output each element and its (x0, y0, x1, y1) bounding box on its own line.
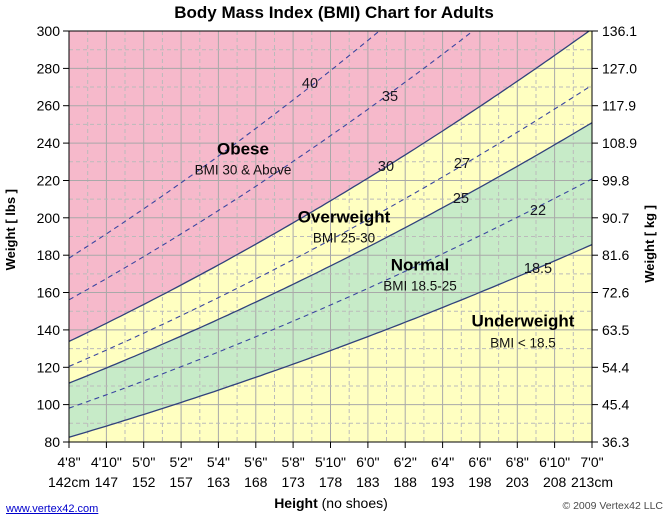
y-tick-label-lbs: 300 (37, 23, 61, 39)
region-sublabel-underweight: BMI < 18.5 (490, 336, 556, 351)
x-tick-label-cm: 198 (468, 474, 492, 490)
region-sublabel-obese: BMI 30 & Above (195, 163, 292, 178)
y-tick-label-lbs: 100 (37, 397, 61, 413)
x-tick-label-ft: 6'0" (356, 454, 379, 470)
y-tick-label-kg: 127.0 (602, 60, 637, 76)
region-label-underweight: Underweight (472, 312, 575, 331)
x-tick-label-ft: 4'8" (57, 454, 80, 470)
y-tick-label-lbs: 220 (37, 172, 61, 188)
x-tick-label-ft: 6'4" (431, 454, 454, 470)
region-label-overweight: Overweight (298, 208, 391, 227)
x-tick-label-cm: 178 (319, 474, 343, 490)
bmi-line-label-40: 40 (302, 76, 318, 92)
region-label-normal: Normal (391, 256, 450, 275)
bmi-line-dashed-35 (68, 30, 474, 301)
x-tick-label-ft: 5'4" (207, 454, 230, 470)
x-tick-label-cm: 152 (132, 474, 156, 490)
region-sublabel-normal: BMI 18.5-25 (383, 279, 457, 294)
bmi-line-label-35: 35 (382, 89, 398, 105)
region-label-obese: Obese (217, 140, 269, 159)
y-tick-label-lbs: 140 (37, 322, 61, 338)
y-tick-label-lbs: 80 (44, 434, 60, 450)
y-tick-label-kg: 117.9 (602, 98, 636, 114)
y-tick-label-lbs: 240 (37, 135, 61, 151)
y-tick-label-kg: 90.7 (602, 210, 629, 226)
x-tick-label-cm: 213cm (571, 474, 613, 490)
x-tick-label-cm: 163 (207, 474, 231, 490)
y-tick-label-kg: 136.1 (602, 23, 637, 39)
y-tick-label-kg: 72.6 (602, 285, 629, 301)
x-tick-label-cm: 203 (506, 474, 530, 490)
y-tick-label-lbs: 200 (37, 210, 61, 226)
vertex42-link[interactable]: www.vertex42.com (6, 503, 99, 515)
bmi-line-dashed-22 (68, 178, 593, 409)
x-tick-label-ft: 5'8" (282, 454, 305, 470)
x-tick-label-cm: 193 (431, 474, 455, 490)
x-tick-label-ft: 5'6" (244, 454, 267, 470)
x-tick-label-cm: 142cm (48, 474, 90, 490)
y-tick-label-kg: 81.6 (602, 247, 629, 263)
x-tick-label-ft: 4'10" (91, 454, 122, 470)
bmi-line-label-27: 27 (454, 156, 470, 172)
region-obese (69, 31, 590, 342)
x-axis-title-bold: Height (274, 495, 318, 511)
bmi-line-solid-30 (68, 30, 590, 342)
y-tick-label-lbs: 160 (37, 285, 61, 301)
bmi-line-solid-18.5 (68, 244, 593, 438)
x-tick-label-ft: 6'8" (506, 454, 529, 470)
y-tick-label-lbs: 280 (37, 60, 61, 76)
x-tick-label-ft: 7'0" (580, 454, 603, 470)
x-tick-label-cm: 168 (244, 474, 268, 490)
y-tick-label-kg: 63.5 (602, 322, 629, 338)
y-tick-label-lbs: 120 (37, 359, 61, 375)
x-tick-label-ft: 6'6" (468, 454, 491, 470)
y-tick-label-kg: 99.8 (602, 172, 629, 188)
chart-title: Body Mass Index (BMI) Chart for Adults (174, 3, 494, 22)
bmi-line-label-18.5: 18.5 (524, 261, 552, 277)
bmi-line-label-30: 30 (378, 159, 394, 175)
bmi-line-label-25: 25 (453, 191, 469, 207)
x-tick-label-cm: 208 (543, 474, 567, 490)
region-sublabel-overweight: BMI 25-30 (313, 231, 375, 246)
x-tick-label-ft: 6'10" (539, 454, 570, 470)
y-tick-label-kg: 45.4 (602, 397, 629, 413)
y-tick-label-lbs: 260 (37, 98, 61, 114)
x-tick-label-ft: 5'0" (132, 454, 155, 470)
y-tick-label-kg: 36.3 (602, 434, 629, 450)
y-tick-label-lbs: 180 (37, 247, 61, 263)
copyright-text: © 2009 Vertex42 LLC (562, 500, 663, 512)
y-tick-label-kg: 108.9 (602, 135, 637, 151)
x-tick-label-ft: 5'2" (169, 454, 192, 470)
x-axis-title-rest: (no shoes) (321, 495, 388, 511)
x-tick-label-ft: 6'2" (394, 454, 417, 470)
y-tick-label-kg: 54.4 (602, 359, 629, 375)
x-tick-label-cm: 157 (169, 474, 193, 490)
x-tick-label-cm: 147 (95, 474, 119, 490)
x-tick-label-ft: 5'10" (315, 454, 346, 470)
bmi-line-dashed-40 (68, 30, 380, 259)
x-tick-label-cm: 173 (281, 474, 305, 490)
bmi-line-dashed-27 (68, 84, 593, 367)
bmi-line-label-22: 22 (530, 203, 546, 219)
x-axis-title: Height (no shoes) (0, 495, 662, 511)
bmi-line-solid-25 (68, 122, 593, 384)
x-tick-label-cm: 183 (356, 474, 380, 490)
x-tick-label-cm: 188 (394, 474, 418, 490)
